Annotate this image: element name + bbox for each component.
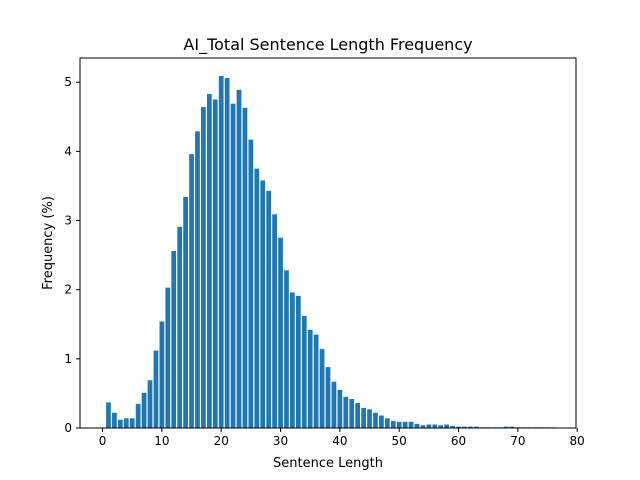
bar-47 bbox=[379, 415, 384, 428]
bar-28 bbox=[266, 190, 272, 428]
bar-34 bbox=[301, 315, 307, 428]
bar-2 bbox=[112, 412, 117, 428]
bar-44 bbox=[361, 407, 366, 428]
y-tick-label-0: 0 bbox=[64, 421, 72, 435]
bar-59 bbox=[450, 425, 455, 428]
bar-30 bbox=[278, 237, 283, 428]
bar-49 bbox=[390, 421, 396, 428]
bar-54 bbox=[420, 425, 426, 428]
bars-group bbox=[106, 75, 556, 429]
x-tick-label-20: 20 bbox=[214, 434, 229, 448]
bar-6 bbox=[135, 403, 141, 428]
bar-29 bbox=[272, 214, 277, 428]
bar-31 bbox=[284, 270, 289, 428]
bar-12 bbox=[171, 250, 177, 428]
bar-18 bbox=[206, 93, 212, 428]
bar-40 bbox=[337, 389, 343, 428]
bar-39 bbox=[331, 381, 337, 428]
bar-42 bbox=[349, 398, 355, 428]
y-tick-label-5: 5 bbox=[64, 75, 72, 89]
bar-1 bbox=[106, 402, 111, 428]
x-tick-label-60: 60 bbox=[451, 434, 466, 448]
bar-21 bbox=[224, 78, 230, 428]
bar-63 bbox=[473, 426, 479, 428]
x-axis: 0 10 20 30 40 50 60 70 80 bbox=[99, 428, 585, 448]
bar-62 bbox=[468, 426, 473, 428]
chart-title: AI_Total Sentence Length Frequency bbox=[183, 35, 472, 55]
bar-50 bbox=[396, 421, 402, 428]
y-tick-label-4: 4 bbox=[64, 144, 72, 158]
bar-48 bbox=[384, 418, 390, 428]
bar-14 bbox=[183, 197, 188, 428]
bar-16 bbox=[195, 131, 200, 428]
x-tick-label-50: 50 bbox=[392, 434, 407, 448]
bar-8 bbox=[147, 380, 153, 428]
bar-22 bbox=[230, 103, 236, 428]
bar-15 bbox=[189, 154, 194, 428]
bar-25 bbox=[248, 139, 254, 428]
y-tick-label-2: 2 bbox=[64, 283, 72, 297]
bar-69 bbox=[509, 426, 515, 428]
bar-46 bbox=[373, 412, 378, 428]
bar-33 bbox=[295, 295, 301, 428]
x-tick-label-80: 80 bbox=[570, 434, 585, 448]
bar-35 bbox=[307, 329, 313, 428]
bar-26 bbox=[254, 168, 260, 428]
bar-61 bbox=[462, 426, 467, 428]
bar-41 bbox=[343, 396, 349, 428]
bar-20 bbox=[218, 75, 224, 428]
y-axis-label: Frequency (%) bbox=[41, 196, 56, 290]
bar-11 bbox=[165, 287, 171, 428]
x-tick-label-30: 30 bbox=[273, 434, 288, 448]
bar-23 bbox=[236, 89, 242, 429]
bar-3 bbox=[117, 419, 123, 428]
bar-51 bbox=[402, 421, 408, 428]
bar-55 bbox=[426, 424, 432, 428]
bar-7 bbox=[141, 392, 147, 428]
bar-57 bbox=[438, 425, 444, 428]
x-tick-label-70: 70 bbox=[510, 434, 525, 448]
bar-32 bbox=[290, 292, 295, 428]
bar-9 bbox=[153, 350, 159, 428]
x-tick-label-40: 40 bbox=[332, 434, 347, 448]
bar-27 bbox=[260, 180, 266, 428]
bar-60 bbox=[456, 426, 461, 428]
bar-5 bbox=[129, 418, 135, 428]
plot-frame bbox=[79, 57, 577, 429]
x-axis-label: Sentence Length bbox=[273, 456, 383, 471]
bar-19 bbox=[212, 99, 218, 428]
bar-68 bbox=[503, 426, 509, 428]
bar-36 bbox=[313, 334, 319, 428]
bar-58 bbox=[444, 424, 450, 428]
bar-37 bbox=[319, 349, 325, 428]
bar-56 bbox=[432, 424, 438, 428]
x-tick-label-0: 0 bbox=[99, 434, 107, 448]
bar-45 bbox=[367, 409, 372, 428]
bar-53 bbox=[414, 423, 420, 428]
bar-38 bbox=[325, 367, 331, 428]
bar-17 bbox=[201, 107, 206, 428]
x-tick-label-10: 10 bbox=[154, 434, 169, 448]
y-axis: 0 1 2 3 4 5 bbox=[64, 75, 80, 435]
y-tick-label-1: 1 bbox=[64, 352, 72, 366]
bar-43 bbox=[355, 403, 361, 428]
bar-4 bbox=[123, 418, 129, 428]
bar-24 bbox=[242, 107, 248, 428]
bar-10 bbox=[159, 321, 165, 428]
bar-13 bbox=[177, 226, 183, 428]
y-tick-label-3: 3 bbox=[64, 214, 72, 228]
bar-52 bbox=[408, 421, 414, 428]
